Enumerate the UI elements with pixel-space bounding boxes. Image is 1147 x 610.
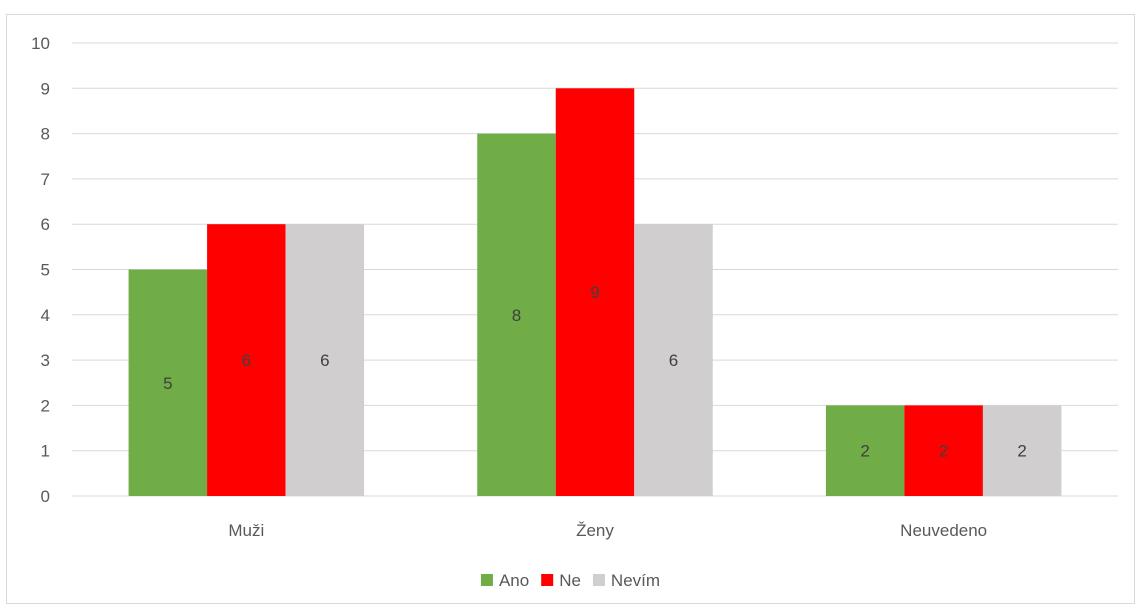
y-tick-label: 10 [31, 34, 50, 53]
data-label: 8 [512, 306, 521, 325]
data-label: 5 [163, 374, 172, 393]
bar [904, 405, 983, 496]
y-tick-label: 6 [41, 215, 50, 234]
data-label: 6 [669, 351, 678, 370]
legend-label: Nevím [611, 571, 660, 590]
data-label: 6 [242, 351, 251, 370]
y-tick-label: 8 [41, 125, 50, 144]
bar [477, 133, 556, 496]
bar [634, 224, 713, 496]
x-tick-label: Ženy [576, 521, 614, 540]
y-tick-label: 5 [41, 261, 50, 280]
y-tick-label: 7 [41, 170, 50, 189]
legend-label: Ne [559, 571, 581, 590]
bar [207, 224, 286, 496]
y-axis-ticks: 0 1 2 3 4 5 6 7 8 9 10 [31, 34, 50, 506]
legend-swatch [541, 574, 554, 586]
bar [128, 269, 208, 496]
legend: Ano Ne Nevím [480, 571, 660, 590]
data-label: 2 [939, 442, 948, 461]
bar [982, 405, 1062, 496]
x-tick-label: Muži [228, 521, 264, 540]
data-labels: 5 6 6 8 9 6 2 2 2 [163, 283, 1027, 461]
x-tick-label: Neuvedeno [900, 521, 987, 540]
y-tick-label: 1 [41, 442, 50, 461]
y-tick-label: 3 [41, 351, 50, 370]
y-tick-label: 9 [41, 79, 50, 98]
data-label: 2 [1017, 442, 1026, 461]
data-label: 9 [590, 283, 599, 302]
x-axis-ticks: Muži Ženy Neuvedeno [228, 521, 987, 540]
bar [555, 88, 635, 497]
legend-swatch [480, 574, 493, 586]
data-label: 2 [860, 442, 869, 461]
bar [825, 405, 905, 496]
y-tick-label: 4 [41, 306, 50, 325]
legend-swatch [592, 574, 605, 586]
bars [128, 88, 1062, 497]
y-tick-label: 0 [41, 487, 50, 506]
data-label: 6 [320, 351, 329, 370]
bar [285, 224, 365, 496]
y-tick-label: 2 [41, 396, 50, 415]
legend-label: Ano [499, 571, 529, 590]
